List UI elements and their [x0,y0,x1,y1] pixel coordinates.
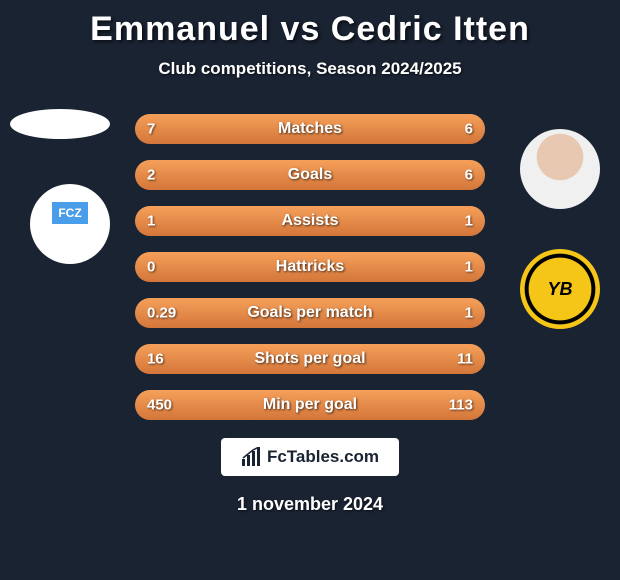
club-left-logo: FCZ [30,184,110,264]
stat-row: 0.29 1 Goals per match [135,298,485,328]
stat-label: Goals [288,166,332,184]
club-right-abbrev: YB [547,279,572,300]
club-right-logo: YB [520,249,600,329]
stat-value-right: 6 [465,121,473,138]
stat-row: 2 6 Goals [135,160,485,190]
stat-value-right: 11 [457,351,473,368]
chart-icon [241,447,261,467]
stat-label: Matches [278,120,342,138]
content-area: FCZ YB 76Matches26Goals11Assists01Hattri… [0,104,620,515]
stat-value-left: 450 [147,397,172,414]
date-label: 1 november 2024 [0,494,620,515]
stat-value-left: 0 [147,259,155,276]
stat-value-right: 1 [465,259,473,276]
stat-label: Goals per match [247,304,372,322]
comparison-card: Emmanuel vs Cedric Itten Club competitio… [0,0,620,580]
player-right-avatar [520,129,600,209]
stat-row: 16 11 Shots per goal [135,344,485,374]
stat-fill-right [223,160,486,190]
stat-value-left: 0.29 [147,305,176,322]
stat-value-left: 7 [147,121,155,138]
stat-row: 1 1 Assists [135,206,485,236]
footer-brand-text: FcTables.com [267,447,379,467]
stat-value-left: 2 [147,167,155,184]
stat-row: 7 6 Matches [135,114,485,144]
stat-value-right: 1 [465,213,473,230]
club-left-abbrev: FCZ [52,202,88,246]
stat-value-right: 6 [465,167,473,184]
stat-value-right: 113 [449,397,473,414]
stat-fill-right [324,114,485,144]
stat-value-right: 1 [465,305,473,322]
page-subtitle: Club competitions, Season 2024/2025 [0,59,620,79]
footer-brand-badge[interactable]: FcTables.com [221,438,399,476]
stats-bars: 76Matches26Goals11Assists01Hattricks0.29… [135,104,485,420]
stat-label: Hattricks [276,258,344,276]
stat-label: Assists [282,212,339,230]
stat-row: 0 1 Hattricks [135,252,485,282]
stat-label: Shots per goal [254,350,365,368]
stat-row: 450 113 Min per goal [135,390,485,420]
page-title: Emmanuel vs Cedric Itten [0,10,620,49]
player-left-avatar [10,109,110,139]
stat-label: Min per goal [263,396,357,414]
stat-value-left: 1 [147,213,155,230]
stat-value-left: 16 [147,351,164,368]
